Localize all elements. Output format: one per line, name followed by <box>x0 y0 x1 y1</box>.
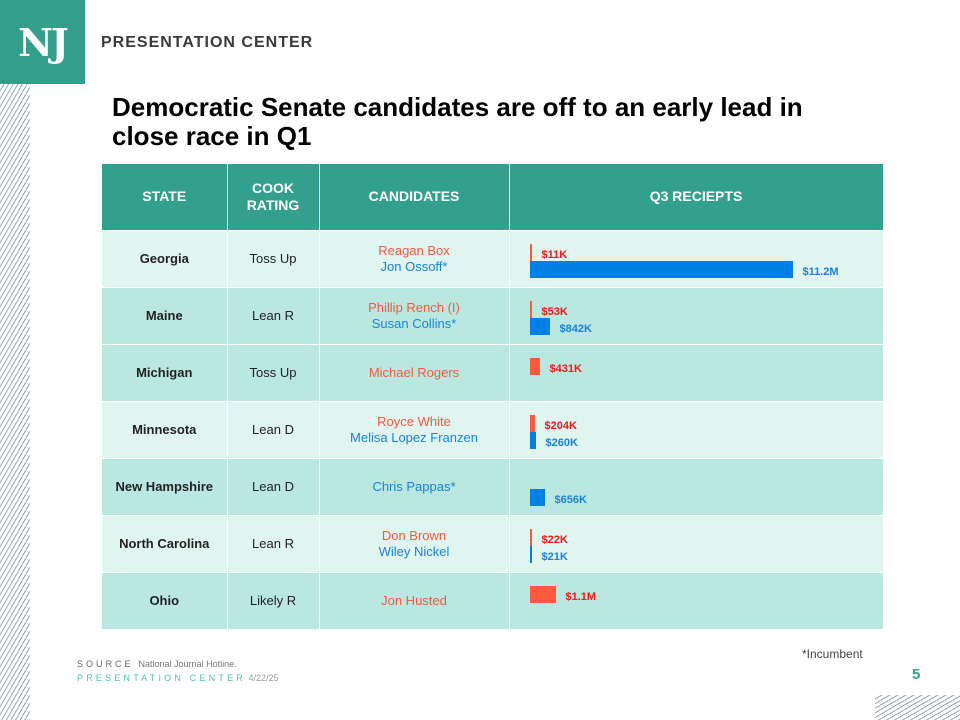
page-number: 5 <box>912 666 921 683</box>
header-state: STATE <box>102 164 228 230</box>
table-row: Georgia Toss Up Reagan Box Jon Ossoff* $1… <box>102 229 884 287</box>
source-label: SOURCE <box>77 659 134 669</box>
senate-table: STATE COOK RATING CANDIDATES Q3 RECIEPTS… <box>102 164 884 629</box>
table-row: Ohio Likely R Jon Husted $1.1M <box>102 571 884 629</box>
footer-brand: PRESENTATION CENTER <box>77 673 246 683</box>
democratic-bar <box>529 488 545 506</box>
democratic-bar <box>529 317 550 335</box>
source-text: National Journal Hotline. <box>138 659 237 669</box>
table-header: STATE COOK RATING CANDIDATES Q3 RECIEPTS <box>102 164 884 230</box>
state-cell: New Hampshire <box>102 457 228 515</box>
logo-text: NJ <box>18 19 69 65</box>
rating-cell: Lean D <box>227 457 320 515</box>
republican-bar <box>529 585 556 603</box>
republican-bar <box>529 243 532 261</box>
republican-bar-label: $204K <box>544 419 577 432</box>
republican-candidate: Royce White <box>377 413 451 429</box>
table-row: New Hampshire Lean D Chris Pappas* $656K <box>102 457 884 515</box>
democratic-bar <box>529 545 532 563</box>
incumbent-footnote: *Incumbent <box>802 647 863 661</box>
republican-candidate: Michael Rogers <box>368 364 460 380</box>
republican-candidate: Don Brown <box>381 527 447 543</box>
democratic-bar <box>529 431 536 449</box>
democratic-candidate: Jon Ossoff* <box>380 258 448 274</box>
republican-bar <box>529 528 532 546</box>
republican-bar <box>529 414 535 432</box>
footer-line: PRESENTATION CENTER 4/22/25 <box>77 673 279 683</box>
democratic-bar-label: $842K <box>559 322 592 335</box>
state-cell: Minnesota <box>102 400 228 458</box>
table-row: Maine Lean R Phillip Rench (I) Susan Coll… <box>102 286 884 344</box>
democratic-bar-label: $656K <box>554 493 587 506</box>
table-row: North Carolina Lean R Don Brown Wiley Nic… <box>102 514 884 572</box>
rating-cell: Likely R <box>227 571 320 629</box>
slide-title: Democratic Senate candidates are off to … <box>112 92 803 151</box>
republican-bar-label: $431K <box>549 362 582 375</box>
candidates-cell: Royce White Melisa Lopez Franzen <box>319 400 510 458</box>
decorative-hatch-left <box>0 84 30 720</box>
republican-bar-label: $22K <box>541 533 568 546</box>
state-cell: Maine <box>102 286 228 344</box>
democratic-candidate: Susan Collins* <box>371 315 457 331</box>
footer-date: 4/22/25 <box>248 673 279 683</box>
header-receipts: Q3 RECIEPTS <box>509 164 884 230</box>
democratic-candidate: Chris Pappas* <box>372 478 456 494</box>
table-row: Minnesota Lean D Royce White Melisa Lopez… <box>102 400 884 458</box>
decorative-hatch-right <box>875 695 960 720</box>
democratic-bar-label: $21K <box>541 550 568 563</box>
democratic-candidate: Wiley Nickel <box>378 543 450 559</box>
candidates-cell: Reagan Box Jon Ossoff* <box>319 229 510 287</box>
republican-candidate: Reagan Box <box>378 242 450 258</box>
receipts-cell: $1.1M <box>509 571 884 629</box>
receipts-cell: $22K $21K <box>509 514 884 572</box>
receipts-cell: $53K $842K <box>509 286 884 344</box>
candidates-cell: Michael Rogers <box>319 343 510 401</box>
democratic-bar-label: $260K <box>545 436 578 449</box>
state-cell: Michigan <box>102 343 228 401</box>
democratic-candidate: Melisa Lopez Franzen <box>350 429 478 445</box>
header-rating: COOK RATING <box>227 164 320 230</box>
republican-bar <box>529 300 532 318</box>
republican-bar-label: $1.1M <box>565 590 597 603</box>
rating-cell: Lean R <box>227 514 320 572</box>
rating-cell: Lean R <box>227 286 320 344</box>
state-cell: North Carolina <box>102 514 228 572</box>
table-row: Michigan Toss Up Michael Rogers $431K <box>102 343 884 401</box>
state-cell: Georgia <box>102 229 228 287</box>
republican-bar-label: $11K <box>541 248 568 261</box>
receipts-cell: $656K <box>509 457 884 515</box>
state-cell: Ohio <box>102 571 228 629</box>
receipts-cell: $431K <box>509 343 884 401</box>
republican-bar-label: $53K <box>541 305 568 318</box>
candidates-cell: Phillip Rench (I) Susan Collins* <box>319 286 510 344</box>
rating-cell: Toss Up <box>227 229 320 287</box>
header-candidates: CANDIDATES <box>319 164 510 230</box>
republican-candidate: Phillip Rench (I) <box>368 299 460 315</box>
receipts-cell: $204K $260K <box>509 400 884 458</box>
democratic-bar <box>529 260 793 278</box>
source-line: SOURCE National Journal Hotline. <box>77 659 237 669</box>
candidates-cell: Chris Pappas* <box>319 457 510 515</box>
nj-logo: NJ <box>0 0 85 84</box>
rating-cell: Toss Up <box>227 343 320 401</box>
receipts-cell: $11K $11.2M <box>509 229 884 287</box>
candidates-cell: Don Brown Wiley Nickel <box>319 514 510 572</box>
brand-title: PRESENTATION CENTER <box>101 34 314 51</box>
candidates-cell: Jon Husted <box>319 571 510 629</box>
republican-candidate: Jon Husted <box>381 592 447 608</box>
democratic-bar-label: $11.2M <box>802 265 839 278</box>
republican-bar <box>529 357 540 375</box>
rating-cell: Lean D <box>227 400 320 458</box>
